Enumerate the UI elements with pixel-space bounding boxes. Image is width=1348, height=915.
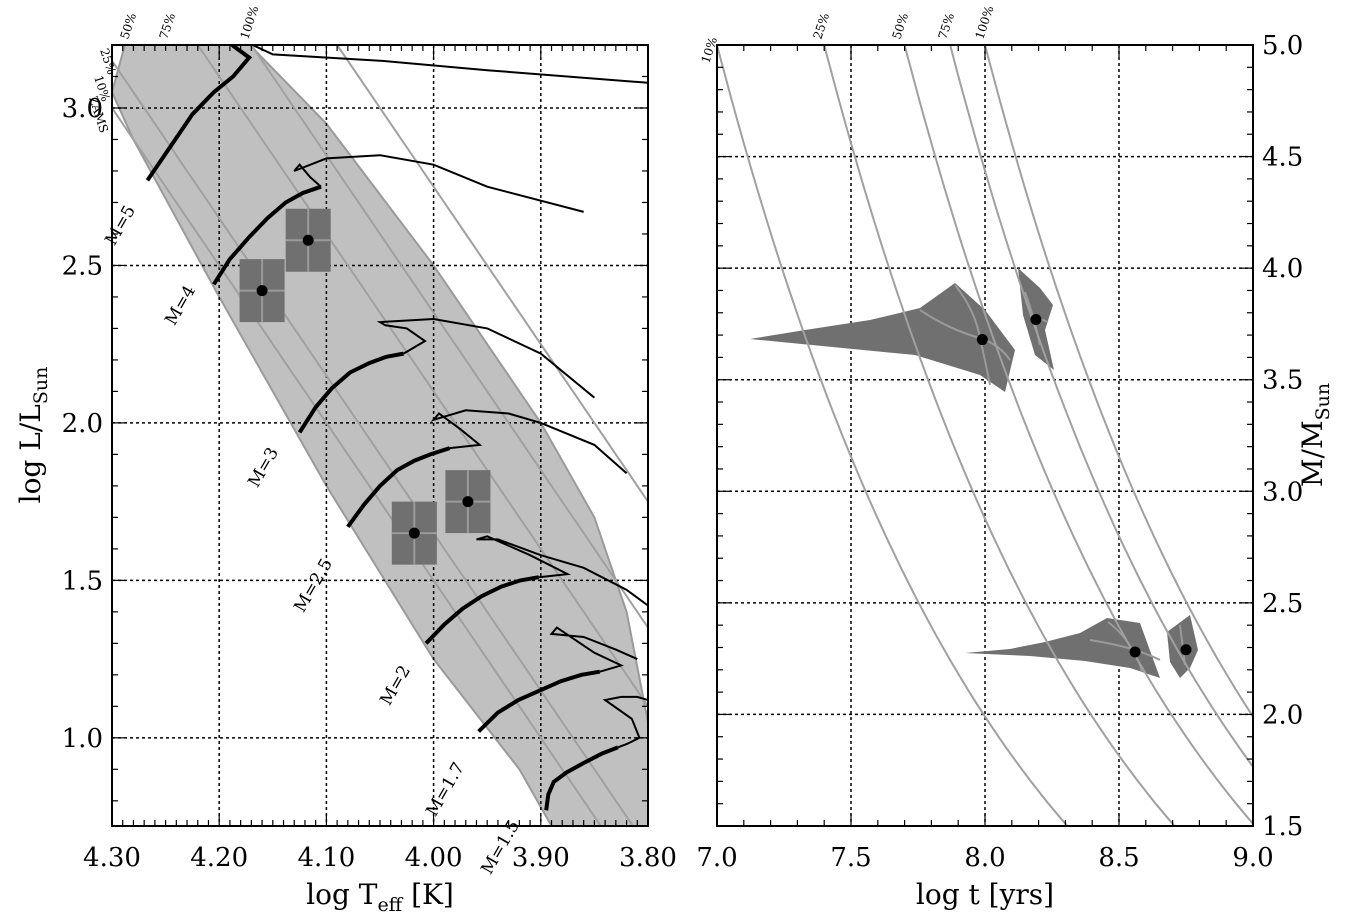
mass-age-y-tick-label: 3.5	[1262, 366, 1303, 396]
iso-label-100: 100%	[973, 4, 997, 41]
iso-label-25: 25%	[811, 11, 833, 41]
hr-x-tick-label: 4.30	[83, 843, 141, 873]
star-probability-regions	[750, 268, 1198, 678]
mass-age-ticks	[716, 44, 1254, 827]
mass-age-y-tick-label: 4.5	[1262, 143, 1303, 173]
isochrone-curve	[823, 45, 1176, 826]
track-mass-label: M=2.5	[290, 555, 337, 616]
top-label-75: 75%	[157, 11, 179, 41]
hr-y-tick-label: 2.0	[62, 409, 103, 439]
mass-age-x-tick-label: 8.0	[964, 843, 1005, 873]
mass-age-y-tick-label: 2.0	[1262, 700, 1303, 730]
mass-age-grid	[717, 45, 1253, 826]
mass-age-star-point	[1129, 646, 1141, 658]
track-mass-label: M=5	[101, 202, 140, 249]
mass-age-x-tick-label: 7.5	[830, 843, 871, 873]
hr-grid	[112, 45, 648, 826]
track-main-sequence	[477, 669, 601, 733]
mass-age-star-points	[976, 313, 1192, 658]
hr-x-tick-label: 4.10	[297, 843, 355, 873]
track-post-ms	[376, 317, 596, 399]
hr-star-points	[256, 234, 474, 539]
mass-age-star-point	[1180, 644, 1192, 656]
mass-age-y-tick-label: 1.5	[1262, 812, 1303, 842]
evolutionary-tracks	[145, 45, 648, 811]
region-star-c	[965, 618, 1160, 678]
isochrone-curve	[984, 45, 1253, 719]
track-main-sequence	[297, 351, 404, 434]
isochrone-curve	[903, 45, 1253, 826]
track-main-sequence	[424, 575, 540, 645]
hr-y-tick-label: 1.0	[62, 724, 103, 754]
hr-x-tick-label: 3.90	[512, 843, 570, 873]
isochrone-line	[112, 107, 603, 826]
top-label-50: 50%	[118, 11, 140, 41]
track-post-ms	[293, 154, 584, 213]
track-main-sequence	[212, 184, 322, 286]
hr-star-point	[408, 527, 420, 539]
isochrone-curve	[717, 45, 1069, 826]
mass-age-x-tick-label: 7.0	[696, 843, 737, 873]
top-label-100: 100%	[238, 4, 262, 41]
main-sequence-band	[112, 45, 648, 826]
hr-x-tick-label: 4.20	[190, 843, 248, 873]
hr-star-point	[302, 234, 314, 246]
track-main-sequence	[346, 446, 451, 528]
isochrone-line	[196, 45, 648, 707]
mass-age-tick-labels: 7.0 7.5 8.0 8.5 9.01.5 2.0 2.5 3.0 3.5 4.0 4.5 5.0	[696, 31, 1303, 873]
track-post-ms	[602, 695, 648, 749]
track-post-ms	[430, 409, 628, 475]
track-mass-label: M=2	[376, 662, 415, 709]
track-main-sequence	[145, 45, 253, 182]
track-mass-label: M=1.7	[422, 759, 469, 820]
hr-y-tick-label: 3.0	[62, 94, 103, 124]
track-mass-label: M=3	[244, 444, 283, 491]
mass-age-x-axis-title: log t [yrs]	[916, 878, 1054, 911]
iso-label-75: 75%	[936, 11, 958, 41]
hr-y-tick-label: 1.5	[62, 566, 103, 596]
hr-star-point	[256, 285, 268, 297]
mass-age-y-axis-title: M/MSun	[1296, 383, 1334, 487]
isochrone-curves	[717, 45, 1253, 826]
isochrone-line	[335, 45, 648, 503]
track-main-sequence	[544, 745, 619, 811]
track-mass-label: M=4	[161, 282, 200, 329]
mass-age-y-tick-label: 5.0	[1262, 31, 1303, 61]
hr-y-tick-label: 2.5	[62, 251, 103, 281]
hr-diagram-panel: 4.30 4.20 4.10 4.00 3.90 3.801.01.52.02.53.0 …	[14, 4, 677, 915]
hr-y-axis-title: log L/LSun	[14, 367, 52, 504]
hr-x-tick-label: 4.00	[405, 843, 463, 873]
corner-label-25: 25%	[97, 47, 119, 77]
isochrone-line	[112, 60, 635, 826]
hr-x-axis-title: log Teff [K]	[306, 878, 454, 915]
track-post-ms	[476, 535, 648, 607]
track-post-ms	[227, 45, 648, 84]
mass-age-x-tick-label: 8.5	[1098, 843, 1139, 873]
hr-ticks	[111, 45, 649, 826]
region-star-a	[750, 283, 1015, 392]
mass-age-star-point	[1030, 313, 1042, 325]
isochrone-curve	[949, 45, 1253, 769]
hr-tick-labels: 4.30 4.20 4.10 4.00 3.90 3.80 1.0 1.5 2.0 2.5 3.0	[62, 94, 677, 873]
hr-x-tick-label: 3.80	[619, 843, 677, 873]
mass-age-y-tick-label: 3.0	[1262, 477, 1303, 507]
mass-age-y-tick-label: 4.0	[1262, 254, 1303, 284]
iso-label-50: 50%	[890, 11, 912, 41]
hr-star-point	[462, 496, 474, 508]
mass-age-x-tick-label: 9.0	[1232, 843, 1273, 873]
mass-age-star-point	[976, 334, 988, 346]
track-post-ms	[549, 626, 638, 673]
mass-age-panel: 7.0 7.5 8.0 8.5 9.01.52.02.53.03.54.04.55.0 …	[696, 4, 1334, 911]
mass-age-y-tick-label: 2.5	[1262, 589, 1303, 619]
